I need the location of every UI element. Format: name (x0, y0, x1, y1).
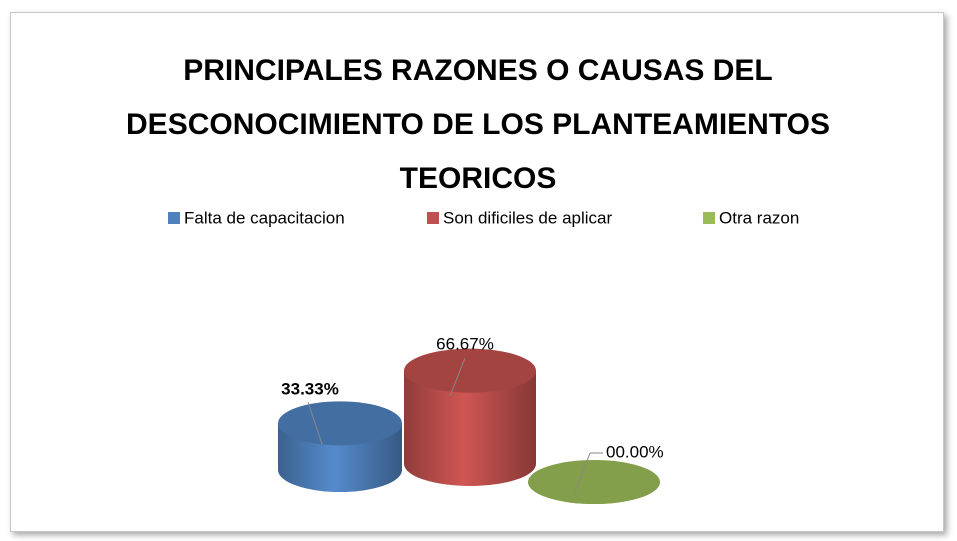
chart-title: PRINCIPALES RAZONES O CAUSAS DEL DESCONO… (126, 54, 830, 195)
leader-line (449, 357, 466, 397)
cylinder-top (404, 348, 536, 393)
legend-swatch (427, 212, 439, 224)
legend-label: Son dificiles de aplicar (443, 208, 612, 227)
cylinder-top (278, 401, 402, 446)
data-label: 00.00% (606, 442, 664, 461)
cylinder (404, 370, 536, 486)
legend-label: Otra razon (719, 208, 799, 227)
leader-line (307, 401, 323, 445)
cylinder-top (528, 460, 660, 504)
data-label: 66.67% (436, 334, 494, 353)
legend-swatch (168, 212, 180, 224)
leader-line (574, 452, 591, 493)
data-label: 33.33% (281, 379, 339, 398)
legend-swatch (703, 212, 715, 224)
legend-label: Falta de capacitacion (184, 208, 345, 227)
